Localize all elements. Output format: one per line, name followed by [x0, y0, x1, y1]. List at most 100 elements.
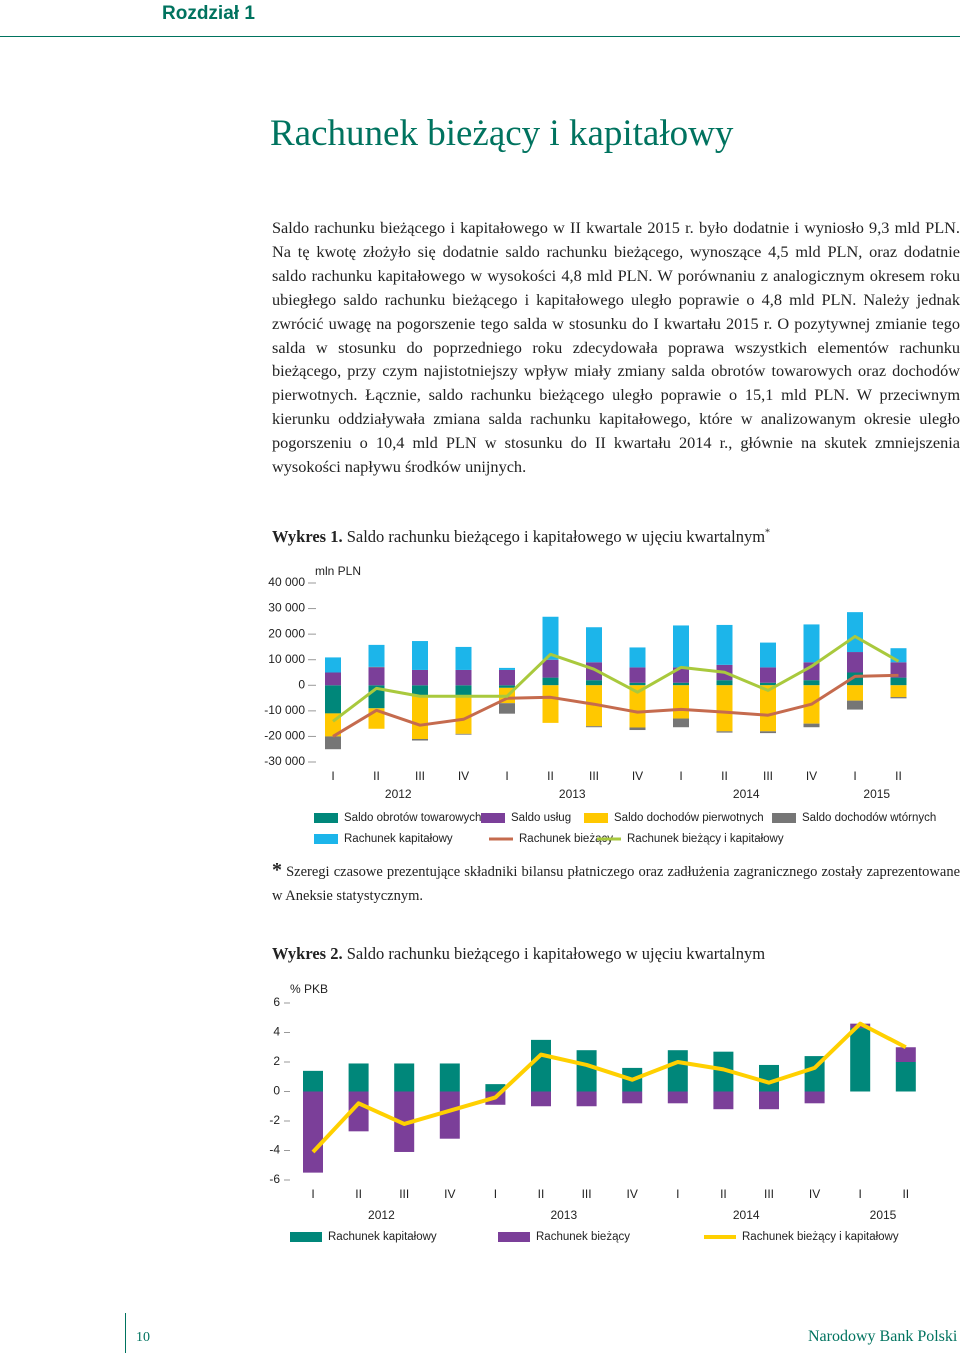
bar	[485, 1084, 506, 1092]
bar	[673, 682, 689, 686]
bar	[760, 685, 776, 732]
bar	[716, 624, 733, 665]
x-tick-label: III	[763, 769, 773, 783]
bar	[499, 669, 515, 686]
bar	[667, 1091, 688, 1104]
bar	[803, 680, 820, 686]
bar	[586, 685, 602, 727]
caption-text: Saldo rachunku bieżącego i kapitałowego …	[346, 527, 766, 546]
legend-swatch	[584, 813, 608, 823]
y-tick-label: -2	[269, 1113, 280, 1127]
y-tick-label: 4	[273, 1025, 280, 1039]
bar	[348, 1063, 369, 1092]
bar	[542, 659, 559, 678]
bar	[455, 695, 472, 734]
y-tick-label: 10 000	[268, 652, 305, 666]
bar	[890, 697, 907, 699]
bar	[531, 1091, 551, 1107]
x-tick-label: III	[582, 1187, 592, 1201]
y-tick-label: 20 000	[268, 626, 305, 640]
x-tick-label: I	[859, 1187, 862, 1201]
bar	[803, 723, 820, 728]
bar	[716, 685, 733, 732]
bar	[412, 695, 428, 739]
bar	[804, 1091, 825, 1104]
x-tick-label: III	[589, 769, 599, 783]
year-label: 2012	[368, 1208, 395, 1222]
legend-swatch	[481, 813, 505, 823]
x-tick-label: II	[355, 1187, 362, 1201]
bar	[847, 700, 863, 710]
footnote-mark: *	[272, 859, 282, 881]
bar	[803, 662, 820, 681]
legend-swatch	[772, 813, 796, 823]
caption-label: Wykres 2.	[272, 944, 343, 963]
bar	[394, 1063, 415, 1092]
legend-label: Saldo dochodów wtórnych	[802, 812, 936, 824]
bar	[394, 1091, 415, 1152]
y-tick-label: 2	[273, 1054, 280, 1068]
bar	[803, 624, 820, 663]
bar	[412, 738, 428, 741]
caption-label: Wykres 1.	[272, 527, 343, 546]
x-tick-label: IV	[627, 1187, 638, 1201]
bar	[303, 1091, 323, 1173]
y-tick-label: 40 000	[268, 575, 305, 589]
legend-swatch	[314, 813, 338, 823]
bar	[586, 726, 602, 728]
bar	[499, 685, 515, 688]
bar	[303, 1070, 323, 1092]
legend-swatch	[290, 1232, 322, 1242]
bar	[890, 685, 907, 698]
bar	[895, 1062, 916, 1092]
y-tick-label: -20 000	[264, 729, 305, 743]
y-unit: % PKB	[290, 982, 328, 996]
bar	[325, 672, 341, 686]
bar	[576, 1091, 597, 1107]
year-label: 2013	[550, 1208, 577, 1222]
x-tick-label: II	[547, 769, 554, 783]
bar	[673, 685, 689, 719]
year-label: 2015	[870, 1208, 897, 1222]
bar	[325, 736, 341, 750]
legend-label: Rachunek bieżący	[536, 1231, 630, 1243]
x-tick-label: II	[902, 1187, 909, 1201]
x-tick-label: II	[373, 769, 380, 783]
bar	[760, 667, 776, 683]
body-text: Saldo rachunku bieżącego i kapitałowego …	[272, 218, 960, 477]
bar	[439, 1091, 460, 1139]
y-unit: mln PLN	[315, 564, 361, 578]
x-tick-label: IV	[809, 1187, 820, 1201]
x-tick-label: I	[311, 1187, 314, 1201]
legend-label: Saldo dochodów pierwotnych	[614, 812, 764, 824]
x-tick-label: IV	[458, 769, 469, 783]
x-tick-label: II	[720, 1187, 727, 1201]
x-tick-label: IV	[806, 769, 817, 783]
legend-label: Rachunek bieżący	[519, 833, 613, 845]
caption-mark: *	[765, 527, 771, 539]
x-tick-label: I	[853, 769, 856, 783]
bar	[325, 657, 341, 673]
bar	[629, 682, 646, 686]
bar	[455, 669, 472, 686]
caption-text: Saldo rachunku bieżącego i kapitałowego …	[346, 944, 766, 963]
line	[332, 673, 899, 738]
legend-label: Rachunek kapitałowy	[344, 833, 453, 845]
y-tick-label: -30 000	[264, 754, 305, 768]
bar	[713, 1051, 734, 1092]
bar	[586, 680, 602, 686]
bar	[499, 667, 515, 670]
page-number: 10	[136, 1330, 150, 1345]
y-tick-label: -6	[269, 1172, 280, 1186]
bar	[895, 1047, 916, 1062]
legend-swatch	[498, 1232, 530, 1242]
x-tick-label: IV	[632, 769, 643, 783]
bar	[499, 703, 515, 714]
footnote-text: Szeregi czasowe prezentujące składniki b…	[272, 864, 960, 904]
bar	[716, 731, 733, 733]
bar	[542, 685, 559, 723]
y-tick-label: 0	[298, 677, 305, 691]
bar	[890, 662, 907, 678]
